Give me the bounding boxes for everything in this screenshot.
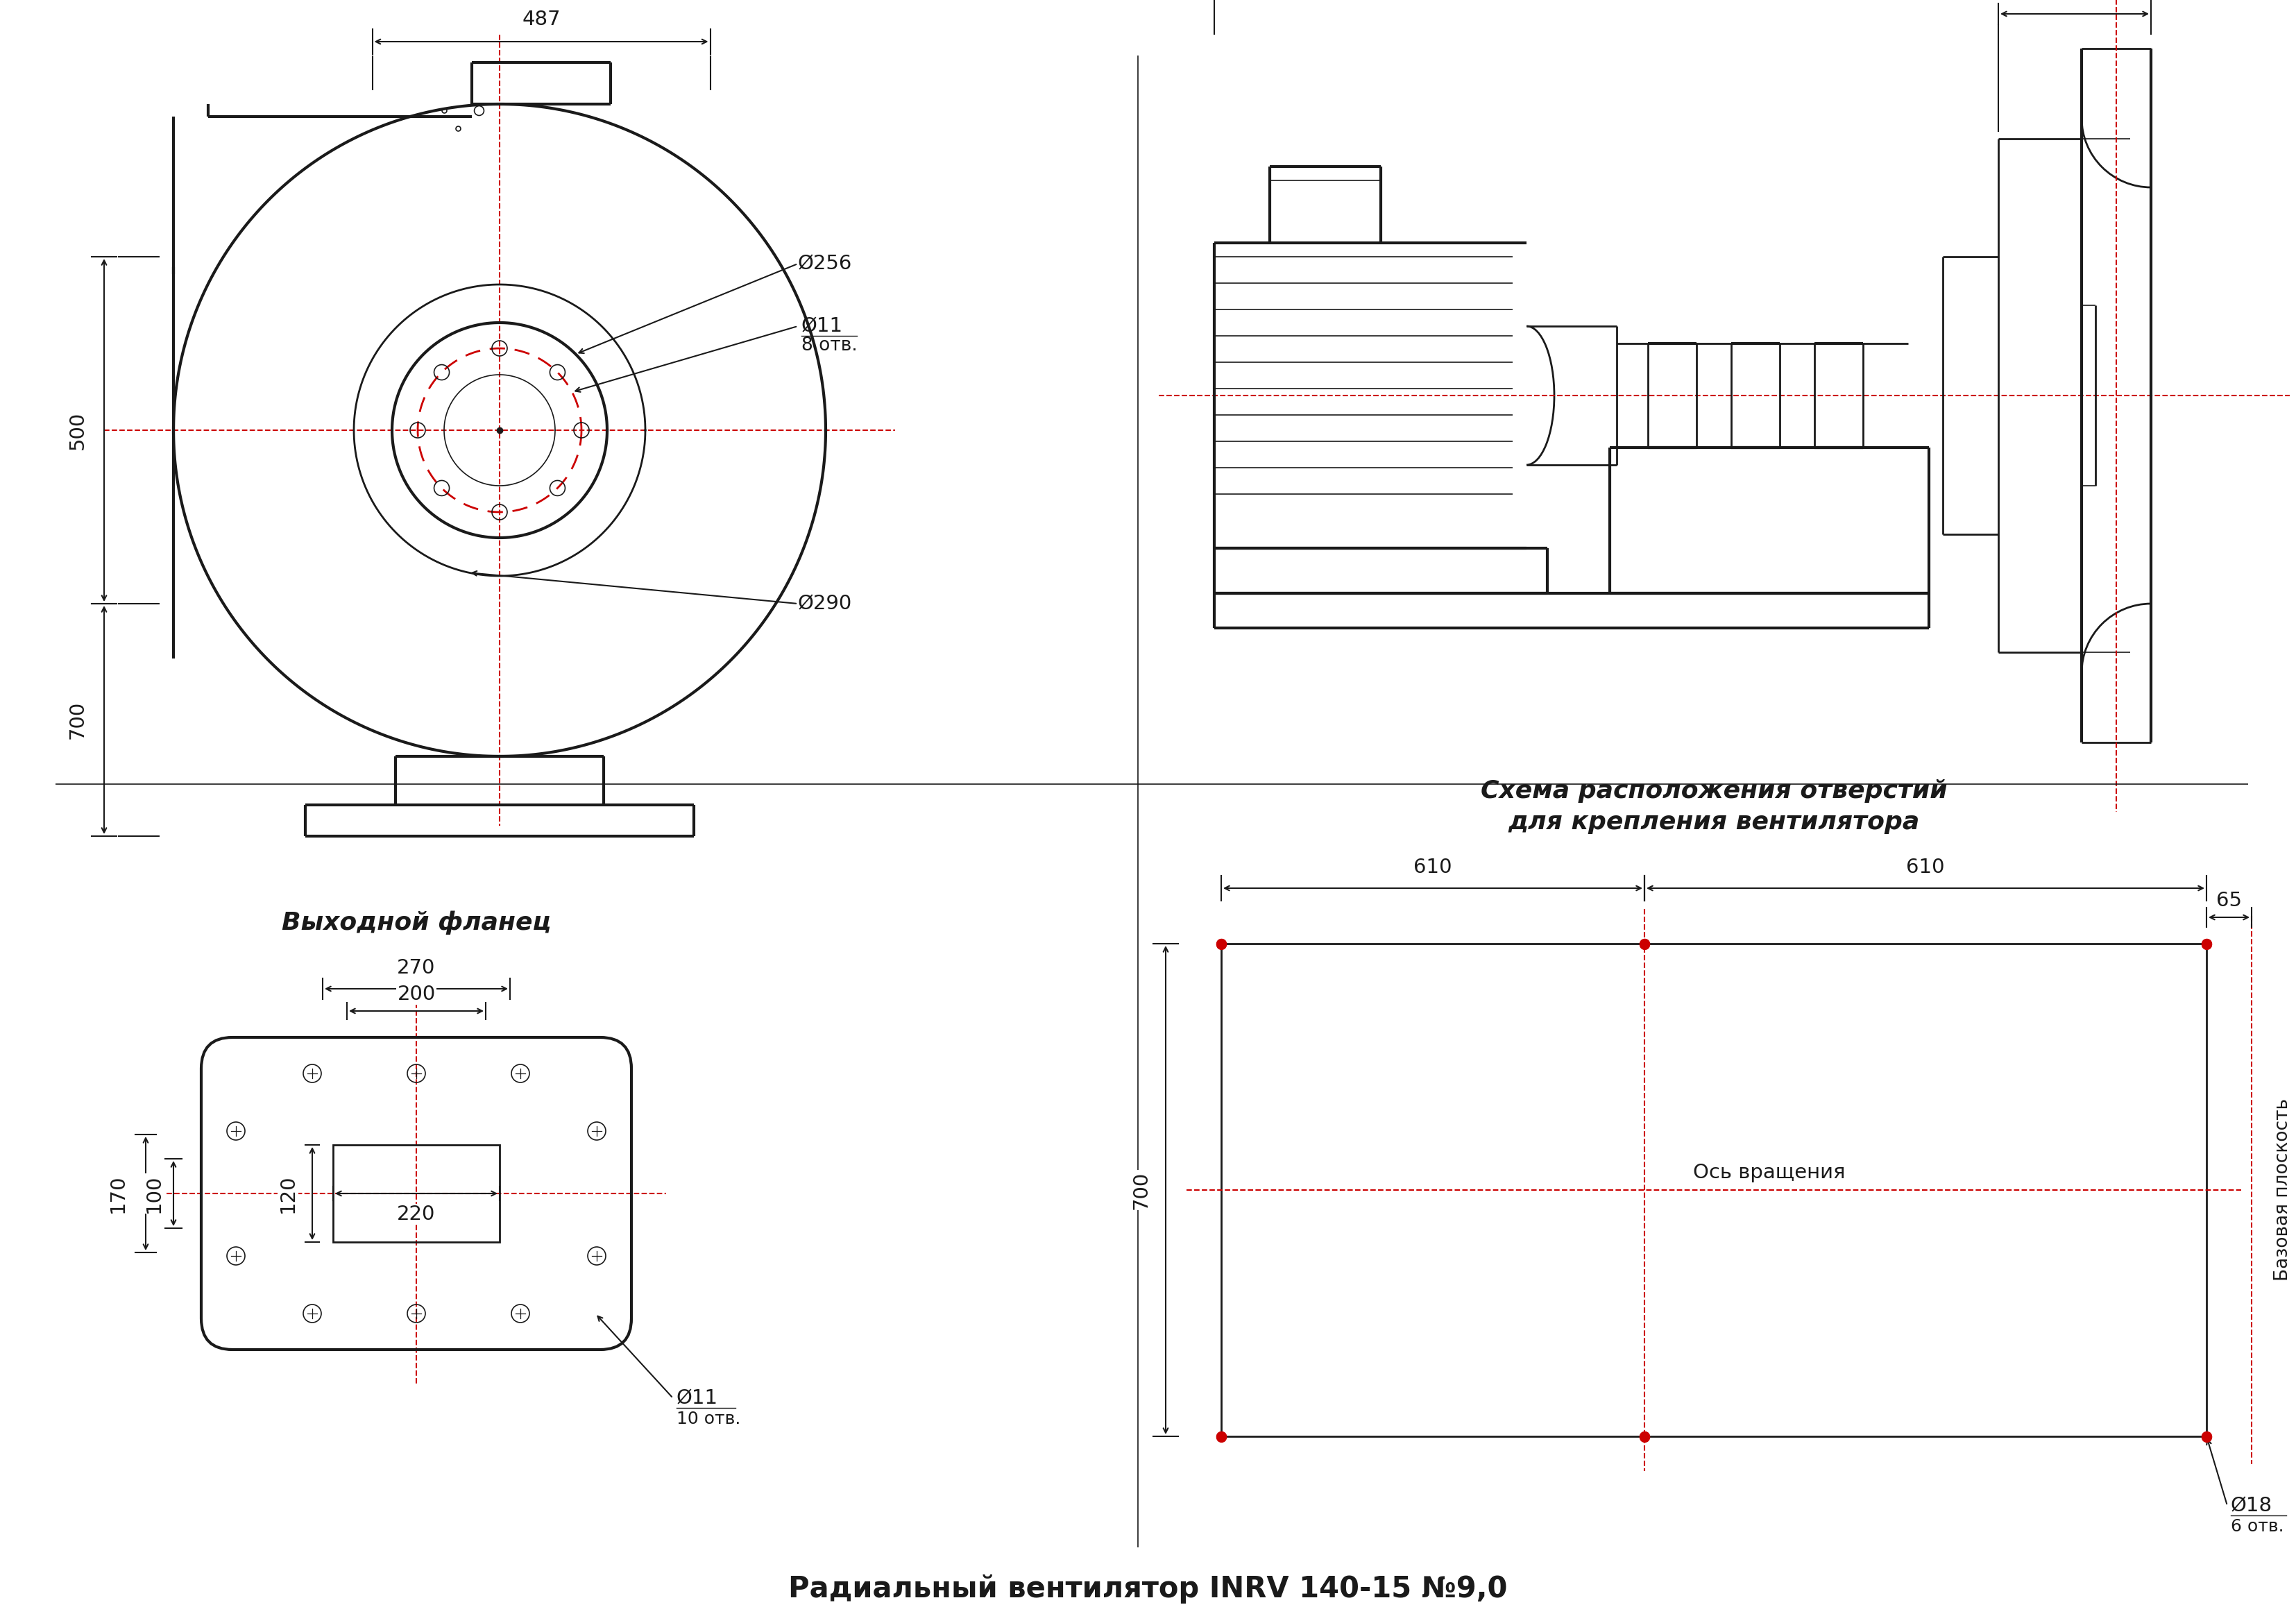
- Text: 487: 487: [521, 10, 560, 29]
- Text: 220: 220: [397, 1204, 436, 1224]
- Text: Ø290: Ø290: [799, 594, 852, 613]
- Text: 8 отв.: 8 отв.: [801, 336, 856, 354]
- Text: Радиальный вентилятор INRV 140-15 №9,0: Радиальный вентилятор INRV 140-15 №9,0: [788, 1574, 1508, 1604]
- Text: Ø256: Ø256: [799, 253, 852, 273]
- Text: 700: 700: [1132, 1170, 1150, 1209]
- Text: 10 отв.: 10 отв.: [677, 1410, 742, 1427]
- Text: 270: 270: [397, 958, 436, 977]
- Text: 200: 200: [397, 985, 436, 1005]
- Text: Ось вращения: Ось вращения: [1692, 1164, 1846, 1183]
- Text: Ø11: Ø11: [677, 1388, 719, 1407]
- Text: для крепления вентилятора: для крепления вентилятора: [1508, 810, 1919, 834]
- Text: Ø18: Ø18: [2232, 1496, 2273, 1516]
- Text: 170: 170: [108, 1173, 129, 1212]
- Text: 500: 500: [69, 411, 87, 450]
- Text: 700: 700: [69, 701, 87, 738]
- Text: Схема расположения отверстий: Схема расположения отверстий: [1481, 779, 1947, 803]
- Bar: [333, 1144, 501, 1242]
- Text: Выходной фланец: Выходной фланец: [282, 911, 551, 935]
- Text: 610: 610: [1414, 857, 1451, 876]
- Text: 65: 65: [2216, 891, 2241, 911]
- Text: Ø11: Ø11: [801, 316, 843, 336]
- Text: 6 отв.: 6 отв.: [2232, 1518, 2285, 1535]
- Text: Базовая плоскость: Базовая плоскость: [2273, 1099, 2291, 1281]
- Text: 120: 120: [278, 1173, 298, 1212]
- Text: 100: 100: [145, 1175, 163, 1212]
- Text: 610: 610: [1906, 857, 1945, 876]
